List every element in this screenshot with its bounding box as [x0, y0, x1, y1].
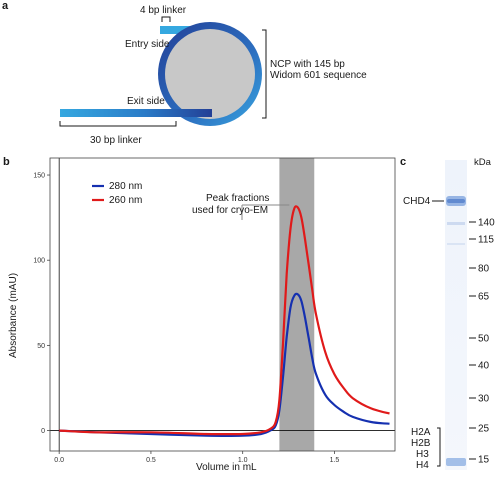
histone-label-h2a: H2A	[411, 427, 431, 438]
x-axis-label: Volume in mL	[196, 462, 257, 473]
x-tick-label: 1.0	[238, 457, 248, 464]
gel-band-chd4-core	[447, 199, 465, 203]
mw-markers: 140 115 80 65 50 40 30 25 15	[469, 218, 495, 466]
gel-lane	[445, 160, 467, 470]
ncp-label-line2: Widom 601 sequence	[270, 70, 367, 81]
panel-a: a 4 bp linker Entry side Exit side NCP w…	[2, 0, 367, 146]
histone-label-h2b: H2B	[411, 438, 431, 449]
y-tick-label: 150	[33, 173, 45, 180]
linker-bottom-bracket	[59, 121, 177, 127]
kda-unit-label: kDa	[474, 157, 492, 168]
annotation-line2: used for cryo-EM	[192, 205, 268, 216]
annotation-leader	[241, 204, 290, 220]
mw-marker-label: 140	[478, 218, 495, 229]
panel-b: b 0.0 0.5 1.0 1.5 0 50 100 150 Peak fractions u…	[3, 156, 396, 473]
ncp-bracket	[262, 29, 267, 119]
gel-band-minor-1	[447, 222, 465, 225]
y-tick-label: 50	[37, 343, 45, 350]
chromatogram-plot: 0.0 0.5 1.0 1.5 0 50 100 150	[33, 157, 396, 464]
series-line-260-nm	[59, 205, 390, 436]
plot-frame	[49, 157, 396, 452]
histone-label-h4: H4	[416, 460, 429, 471]
y-axis-label: Absorbance (mAU)	[8, 273, 19, 358]
axis-ticks: 0.0 0.5 1.0 1.5 0 50 100 150	[33, 173, 339, 464]
linker-bottom-label: 30 bp linker	[90, 135, 142, 146]
y-tick-label: 0	[41, 428, 45, 435]
entry-side-label: Entry side	[125, 39, 170, 50]
panel-b-letter: b	[3, 156, 10, 168]
mw-marker-label: 15	[478, 455, 490, 466]
panel-a-letter: a	[2, 0, 9, 12]
ncp-label-line1: NCP with 145 bp	[270, 59, 345, 70]
mw-marker-label: 80	[478, 264, 490, 275]
linker-top-label: 4 bp linker	[140, 5, 187, 16]
series-lines	[59, 205, 390, 438]
histone-label-h3: H3	[416, 449, 429, 460]
gel-band-minor-2	[447, 243, 465, 245]
histone-bracket	[437, 427, 441, 467]
annotation-line1: Peak fractions	[206, 193, 269, 204]
panel-c-letter: c	[400, 156, 406, 168]
histone-octamer	[165, 29, 255, 119]
series-line-280-nm	[59, 292, 390, 438]
x-tick-label: 1.5	[330, 457, 340, 464]
x-tick-label: 0.0	[54, 457, 64, 464]
mw-marker-label: 30	[478, 394, 490, 405]
mw-marker-label: 25	[478, 424, 490, 435]
x-tick-label: 0.5	[146, 457, 156, 464]
mw-marker-label: 50	[478, 334, 490, 345]
y-tick-label: 100	[33, 258, 45, 265]
mw-marker-label: 40	[478, 361, 490, 372]
legend-label-280: 280 nm	[109, 181, 142, 192]
legend: 280 nm 260 nm	[92, 181, 142, 206]
gel-band-h4	[446, 458, 466, 466]
exit-side-label: Exit side	[127, 96, 165, 107]
legend-label-260: 260 nm	[109, 195, 142, 206]
chd4-label: CHD4	[403, 196, 431, 207]
mw-marker-label: 65	[478, 292, 490, 303]
linker-top-bracket	[161, 16, 171, 22]
mw-marker-label: 115	[478, 235, 494, 246]
exit-dna-linker	[60, 109, 212, 117]
